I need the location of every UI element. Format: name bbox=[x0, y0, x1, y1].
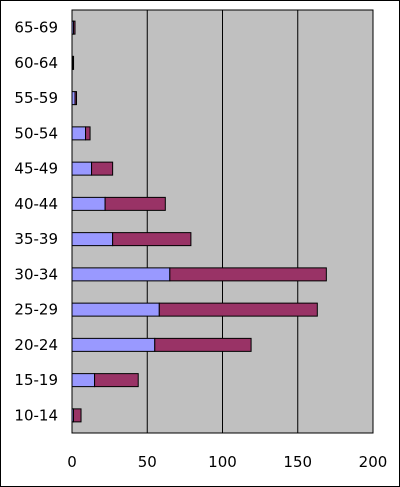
bar-20-24-series-2 bbox=[154, 337, 252, 352]
y-tick-label-50-54: 50-54 bbox=[14, 124, 58, 142]
bar-25-29-series-2 bbox=[158, 302, 318, 317]
bar-60-64-series-2 bbox=[72, 55, 75, 70]
y-tick-label-55-59: 55-59 bbox=[14, 89, 58, 107]
plot-border bbox=[71, 9, 374, 434]
y-tick-label-15-19: 15-19 bbox=[14, 371, 58, 389]
x-tick-label-200: 200 bbox=[359, 453, 388, 471]
bar-65-69-series-2 bbox=[73, 20, 76, 35]
bar-10-14-series-2 bbox=[73, 408, 82, 423]
y-tick-label-45-49: 45-49 bbox=[14, 160, 58, 178]
bar-45-49-series-1 bbox=[71, 161, 93, 176]
x-tick-label-150: 150 bbox=[283, 453, 312, 471]
y-tick-label-40-44: 40-44 bbox=[14, 195, 58, 213]
bar-30-34-series-1 bbox=[71, 267, 171, 282]
bar-35-39-series-1 bbox=[71, 232, 114, 247]
bar-35-39-series-2 bbox=[112, 232, 192, 247]
bar-40-44-series-2 bbox=[104, 196, 166, 211]
bar-25-29-series-1 bbox=[71, 302, 160, 317]
bar-55-59-series-2 bbox=[74, 91, 78, 106]
y-tick-label-35-39: 35-39 bbox=[14, 230, 58, 248]
bar-20-24-series-1 bbox=[71, 337, 156, 352]
x-tick-label-100: 100 bbox=[208, 453, 237, 471]
bar-50-54-series-2 bbox=[85, 126, 91, 141]
bar-45-49-series-2 bbox=[91, 161, 114, 176]
y-tick-label-60-64: 60-64 bbox=[14, 54, 58, 72]
y-tick-label-65-69: 65-69 bbox=[14, 19, 58, 37]
bar-15-19-series-2 bbox=[94, 373, 139, 388]
y-tick-label-10-14: 10-14 bbox=[14, 406, 58, 424]
x-tick-label-50: 50 bbox=[138, 453, 157, 471]
y-tick-label-20-24: 20-24 bbox=[14, 336, 58, 354]
y-tick-label-30-34: 30-34 bbox=[14, 265, 58, 283]
x-tick-label-0: 0 bbox=[67, 453, 77, 471]
bar-30-34-series-2 bbox=[169, 267, 327, 282]
bar-50-54-series-1 bbox=[71, 126, 87, 141]
bar-40-44-series-1 bbox=[71, 196, 106, 211]
bar-15-19-series-1 bbox=[71, 373, 96, 388]
y-tick-label-25-29: 25-29 bbox=[14, 301, 58, 319]
